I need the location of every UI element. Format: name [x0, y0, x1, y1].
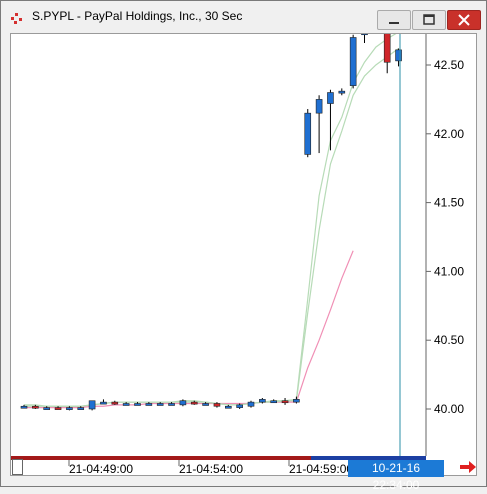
chart-app-icon	[11, 13, 22, 24]
title-bar[interactable]: S.PYPL - PayPal Holdings, Inc., 30 Sec	[1, 1, 486, 33]
price-label: 41.00	[434, 264, 464, 278]
candle-body	[349, 37, 357, 86]
candle-body	[20, 405, 28, 409]
candle-body	[304, 112, 312, 155]
time-label: 21-04:59:00	[289, 462, 353, 475]
candle-body	[202, 403, 209, 406]
candle-body	[293, 399, 300, 403]
price-label: 42.00	[434, 127, 464, 141]
candle-body	[225, 405, 232, 409]
moving-average-mid	[24, 48, 399, 407]
candle-body	[66, 407, 73, 410]
candle-body	[32, 405, 39, 409]
candle-body	[88, 400, 96, 410]
candle-body	[338, 90, 346, 94]
candle-body	[281, 400, 289, 404]
candle-body	[122, 403, 130, 406]
candle-body	[395, 49, 402, 62]
candle-body	[383, 28, 391, 63]
time-scroll-bar[interactable]	[11, 456, 426, 460]
candle-body	[259, 399, 266, 403]
candle-body	[236, 404, 243, 408]
candle-body	[43, 407, 51, 410]
maximize-button[interactable]	[412, 10, 446, 30]
candle-body	[247, 401, 255, 407]
candle-body	[270, 400, 278, 404]
candle-body	[156, 403, 164, 406]
price-chart[interactable]: 40.00 40.50 41.00 41.50 42.00 42.50 21-04:49:…	[10, 18, 477, 476]
candle-body	[134, 403, 141, 406]
chart-canvas[interactable]: 40.00 40.50 41.00 41.50 42.00 42.50 21-04:49:…	[11, 18, 476, 476]
time-scroll-thumb[interactable]	[311, 456, 426, 460]
candle-body	[145, 403, 153, 406]
arrow-right-icon[interactable]	[458, 459, 478, 475]
window-title: S.PYPL - PayPal Holdings, Inc., 30 Sec	[32, 9, 243, 23]
candle-body	[213, 403, 221, 407]
minimize-icon	[389, 22, 399, 24]
candle-body	[77, 407, 85, 410]
minimize-button[interactable]	[377, 10, 411, 30]
candle-body	[327, 92, 334, 104]
time-label: 21-04:54:00	[179, 462, 243, 475]
candle-body	[168, 403, 175, 406]
candle-body	[111, 401, 119, 405]
maximize-icon	[423, 14, 435, 25]
scroll-left-handle[interactable]	[12, 459, 23, 475]
close-button[interactable]	[447, 10, 481, 30]
time-label: 21-04:49:00	[69, 462, 133, 475]
price-label: 42.50	[434, 58, 464, 72]
price-label: 41.50	[434, 196, 464, 210]
close-icon	[458, 14, 470, 26]
candle-body	[190, 401, 198, 405]
cursor-time-label: 10-21-16 22:34:00	[348, 460, 444, 492]
price-label: 40.50	[434, 333, 464, 347]
candle-body	[100, 401, 107, 405]
candle-body	[179, 400, 187, 406]
price-label: 40.00	[434, 402, 464, 416]
candle-body	[315, 99, 323, 114]
moving-average-fast	[24, 31, 399, 407]
candle-body	[361, 26, 368, 36]
candle-body	[54, 407, 62, 410]
